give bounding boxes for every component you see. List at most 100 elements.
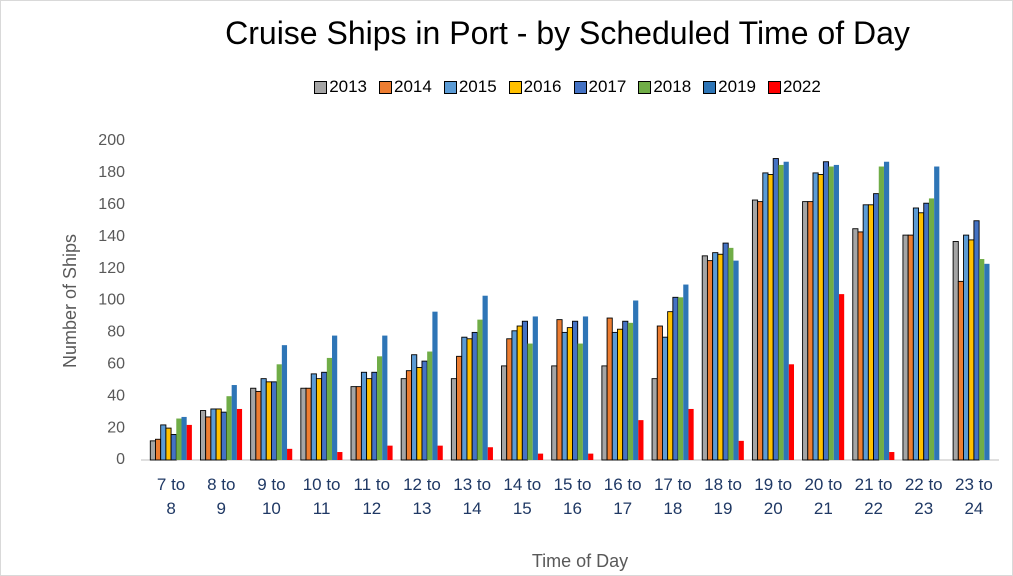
bar [857, 231, 864, 461]
bar [606, 317, 613, 461]
bar [912, 207, 919, 461]
bar [733, 260, 739, 460]
bar [527, 343, 533, 460]
y-tick-label: 80 [107, 324, 125, 341]
x-tick-label: 8 to 9 [207, 475, 236, 518]
x-tick-label: 17 to 18 [653, 475, 692, 518]
bar [852, 228, 859, 461]
y-tick-label: 180 [98, 164, 125, 181]
bar [371, 371, 378, 461]
bar [482, 295, 488, 460]
bar [767, 174, 774, 461]
y-tick-label: 160 [98, 196, 125, 213]
bar [757, 201, 764, 461]
bar [706, 260, 714, 461]
legend-item: 2018 [638, 77, 691, 97]
bar [155, 438, 162, 461]
bar [627, 322, 634, 460]
bar [466, 338, 473, 461]
bar [210, 408, 217, 461]
bar [672, 296, 679, 461]
bar [862, 204, 869, 461]
legend-swatch [573, 80, 587, 94]
bar [751, 199, 759, 461]
bar [400, 378, 407, 461]
legend-item: 2016 [508, 77, 562, 97]
bar [421, 360, 428, 461]
bar [712, 252, 719, 461]
legend-label: 2018 [653, 77, 692, 96]
x-tick-label: 18 to 19 [704, 475, 742, 518]
bar [350, 386, 357, 461]
bar [651, 378, 658, 461]
bar [577, 343, 583, 460]
bar [226, 396, 232, 460]
bar [537, 453, 544, 460]
bar [772, 158, 779, 461]
bar [902, 234, 909, 461]
bar [432, 311, 438, 460]
bar [405, 370, 413, 461]
bar [382, 335, 388, 460]
bar [889, 452, 895, 460]
bar [236, 408, 243, 460]
bar [762, 172, 769, 461]
bar [200, 410, 207, 461]
x-tick-label: 16 to 17 [603, 475, 642, 518]
x-tick-label: 15 to 16 [553, 475, 592, 518]
bar [582, 316, 589, 460]
legend-item: 2022 [767, 77, 821, 97]
bar [416, 367, 423, 461]
bar [622, 320, 629, 461]
legend-item: 2019 [703, 77, 756, 97]
bar [231, 385, 237, 460]
y-axis-title: Number of Ships [60, 234, 80, 368]
bar [276, 364, 282, 460]
bar [215, 408, 222, 461]
bar [722, 242, 729, 461]
bar [728, 247, 734, 460]
bar [270, 381, 278, 461]
bar [287, 448, 293, 460]
bar [783, 161, 789, 461]
legend-label: 2019 [718, 77, 756, 96]
x-tick-label: 19 to 20 [754, 475, 793, 518]
bar [556, 319, 563, 461]
bar [802, 201, 809, 461]
bar [883, 161, 890, 461]
x-tick-label: 13 to 14 [453, 475, 492, 518]
bar [411, 354, 418, 461]
bar [638, 420, 644, 460]
bar [828, 166, 834, 460]
bar [678, 297, 684, 460]
bar [551, 365, 558, 461]
x-tick-label: 12 to 13 [403, 475, 441, 518]
bar [471, 331, 478, 461]
bar [437, 445, 443, 460]
bar [662, 336, 669, 461]
bar [817, 174, 824, 461]
legend-swatch [443, 80, 457, 94]
bar [315, 378, 323, 461]
bar [501, 365, 508, 461]
y-tick-label: 140 [98, 228, 125, 245]
bar [149, 440, 156, 461]
chart-title: Cruise Ships in Port - by Scheduled Time… [225, 15, 910, 51]
bar [300, 387, 307, 461]
bar [326, 357, 333, 460]
bar [601, 365, 608, 461]
bar [878, 166, 884, 460]
legend-swatch [314, 80, 328, 94]
bar [973, 220, 980, 461]
bar [387, 445, 393, 460]
bar [450, 378, 457, 461]
x-tick-label: 23 to 24 [955, 475, 993, 518]
bar [963, 234, 970, 461]
bar [477, 319, 483, 460]
bar [250, 387, 257, 461]
bar [521, 320, 528, 461]
bar [205, 416, 212, 461]
bar [305, 387, 312, 461]
legend-label: 2022 [782, 77, 821, 96]
